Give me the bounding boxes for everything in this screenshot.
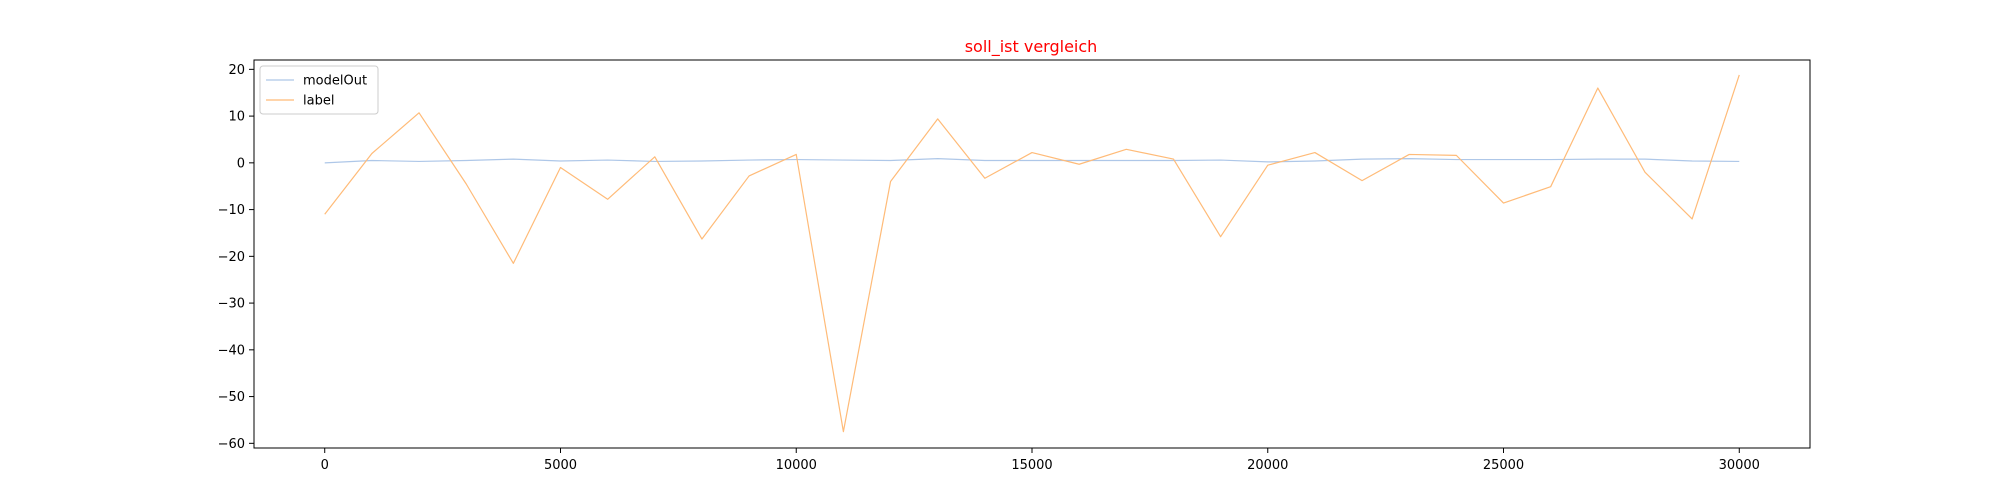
y-tick-label: 20 <box>228 63 245 78</box>
plot-area-frame <box>253 59 1811 449</box>
legend: modelOut label <box>259 65 379 115</box>
series-line-modelOut <box>324 158 1740 164</box>
y-tick-label: −40 <box>218 343 245 358</box>
legend-label-modelOut: modelOut <box>303 74 367 89</box>
y-tick-label: −10 <box>218 203 245 218</box>
legend-label-label: label <box>303 94 334 109</box>
series-line-label <box>324 74 1740 433</box>
legend-box <box>259 65 379 115</box>
y-tick-label: −50 <box>218 390 245 405</box>
y-tick-label: −20 <box>218 250 245 265</box>
series-lines <box>324 74 1740 433</box>
y-tick-label: 10 <box>228 110 245 125</box>
x-tick-label: 30000 <box>1719 458 1760 473</box>
x-tick-label: 20000 <box>1247 458 1288 473</box>
x-tick-label: 5000 <box>544 458 577 473</box>
chart-title: soll_ist vergleich <box>965 37 1098 57</box>
x-tick-label: 10000 <box>776 458 817 473</box>
x-tick-label: 25000 <box>1483 458 1524 473</box>
axes-ticks: 0 5000 10000 15000 20000 25000 30000 20 10 0 −10 −2… <box>218 63 1760 473</box>
x-tick-label: 15000 <box>1011 458 1052 473</box>
y-tick-label: −60 <box>218 437 245 452</box>
y-tick-label: 0 <box>237 156 245 171</box>
y-tick-label: −30 <box>218 297 245 312</box>
x-tick-label: 0 <box>321 458 329 473</box>
